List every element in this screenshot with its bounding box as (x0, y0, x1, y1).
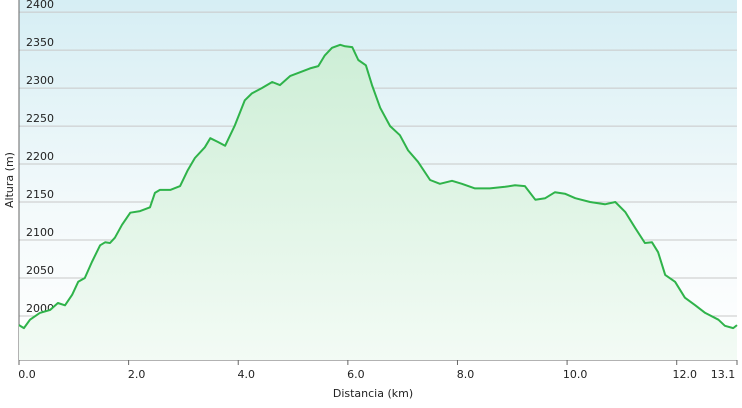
y-tick-label: 2250 (26, 112, 54, 125)
y-tick-label: 2200 (26, 150, 54, 163)
x-tick-label: 12.0 (672, 368, 697, 381)
x-tick-label: 13.1 (711, 368, 736, 381)
x-tick-label: 10.0 (563, 368, 588, 381)
y-tick-label: 2150 (26, 188, 54, 201)
x-tick-label: 0.0 (18, 368, 36, 381)
x-tick-label: 2.0 (128, 368, 146, 381)
area-fill (19, 44, 737, 361)
x-tick-label: 8.0 (457, 368, 475, 381)
y-tick-label: 2050 (26, 264, 54, 277)
y-tick-label: 2300 (26, 74, 54, 87)
y-tick-label: 2100 (26, 226, 54, 239)
y-tick-label: 2400 (26, 0, 54, 11)
elevation-line (18, 43, 738, 330)
y-axis-label: Altura (m) (3, 152, 16, 208)
y-tick-label: 2350 (26, 36, 54, 49)
x-axis-label: Distancia (km) (333, 387, 413, 400)
x-tick-label: 4.0 (237, 368, 255, 381)
x-tick-label: 6.0 (347, 368, 365, 381)
